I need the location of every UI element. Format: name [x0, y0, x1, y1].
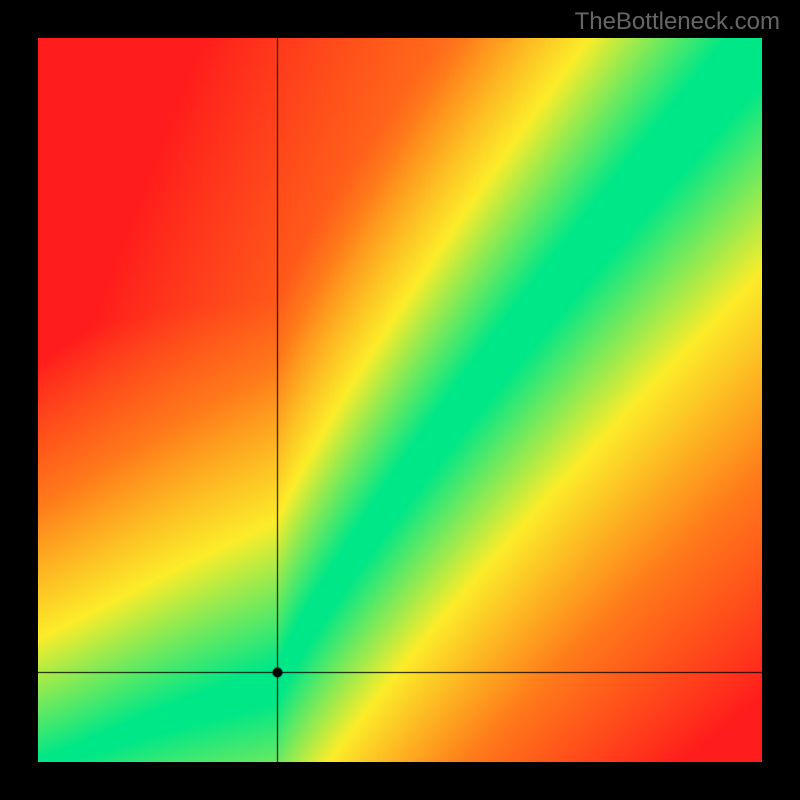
watermark-text: TheBottleneck.com — [575, 8, 780, 36]
chart-container: TheBottleneck.com — [0, 0, 800, 800]
heatmap-canvas — [38, 38, 762, 762]
